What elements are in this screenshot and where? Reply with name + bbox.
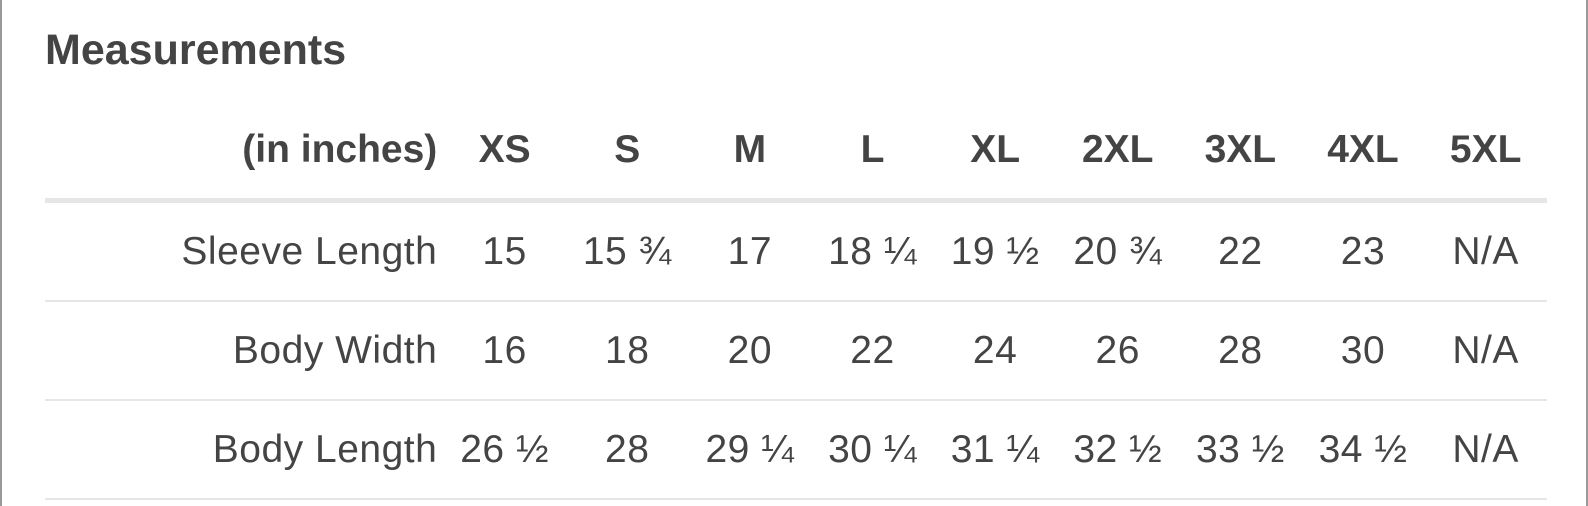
table-cell: 24 [972, 328, 1018, 372]
table-cell: 18 ¼ [828, 229, 917, 273]
unit-label: (in inches) [242, 128, 438, 171]
table-cell: 26 [1095, 328, 1140, 372]
table-cell: N/A [1452, 427, 1519, 471]
table-cell: N/A [1452, 229, 1519, 273]
size-header-xs: XS [478, 128, 531, 171]
table-cell: 30 ¼ [828, 427, 917, 471]
measurements-title: Measurements [45, 26, 347, 74]
table-cell: 16 [482, 328, 527, 372]
table-cell: 34 ½ [1318, 427, 1408, 471]
table-cell: 17 [727, 229, 773, 273]
table-cell: 15 ¾ [582, 229, 672, 273]
table-cell: 30 [1340, 328, 1386, 372]
table-cell: N/A [1452, 328, 1519, 372]
size-header-m: M [733, 128, 767, 171]
table-cell: 20 [727, 328, 773, 372]
size-header-3xl: 3XL [1204, 128, 1277, 171]
row-label: Sleeve Length [181, 229, 438, 273]
size-header-5xl: 5XL [1449, 128, 1522, 171]
table-cell: 15 [482, 229, 527, 273]
table-cell: 26 ½ [460, 427, 549, 471]
size-header-2xl: 2XL [1081, 128, 1154, 171]
table-cell: 20 ¾ [1073, 229, 1163, 273]
measurements-table: (in inches) XS S M L XL 2XL 3XL 4XL 5XL … [45, 102, 1547, 500]
table-cell: 23 [1340, 229, 1386, 273]
table-cell: 29 ¼ [705, 427, 795, 471]
table-cell: 28 [605, 427, 650, 471]
table-header-row: (in inches) XS S M L XL 2XL 3XL 4XL 5XL [45, 102, 1547, 201]
table-row-body-width: Body Width 16 18 20 22 24 26 28 30 N/A [45, 301, 1547, 400]
table-cell: 22 [850, 328, 895, 372]
row-label: Body Length [212, 427, 438, 471]
size-header-xl: XL [970, 128, 1021, 171]
table-cell: 33 ½ [1195, 427, 1285, 471]
table-cell: 31 ¼ [950, 427, 1040, 471]
size-header-4xl: 4XL [1327, 128, 1399, 171]
table-cell: 22 [1218, 229, 1263, 273]
table-cell: 32 ½ [1073, 427, 1163, 471]
table-cell: 28 [1218, 328, 1263, 372]
size-header-s: S [614, 128, 641, 171]
table-row-sleeve-length: Sleeve Length 15 15 ¾ 17 18 ¼ 19 ½ 20 ¾ … [45, 201, 1547, 301]
row-label: Body Width [232, 328, 438, 372]
table-row-body-length: Body Length 26 ½ 28 29 ¼ 30 ¼ 31 ¼ 32 ½ … [45, 400, 1547, 499]
size-header-l: L [860, 128, 885, 171]
table-cell: 19 ½ [950, 229, 1040, 273]
table-cell: 18 [605, 328, 650, 372]
